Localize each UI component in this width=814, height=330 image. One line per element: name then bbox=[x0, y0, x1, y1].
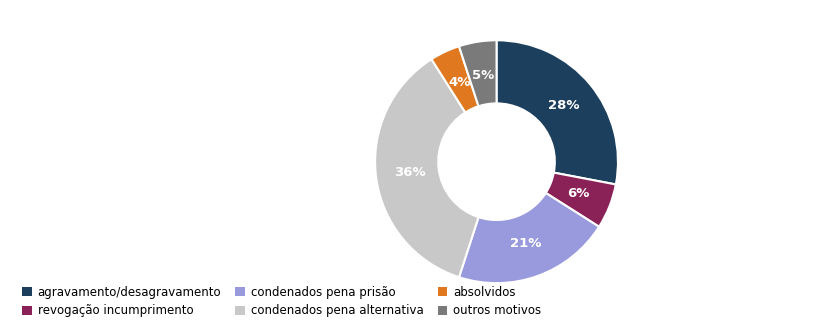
Wedge shape bbox=[459, 40, 497, 106]
Wedge shape bbox=[459, 193, 599, 283]
Text: 21%: 21% bbox=[510, 238, 542, 250]
Text: 28%: 28% bbox=[548, 99, 580, 113]
Text: 4%: 4% bbox=[449, 76, 470, 89]
Wedge shape bbox=[497, 40, 618, 184]
Text: 36%: 36% bbox=[394, 166, 426, 179]
Legend: agravamento/desagravamento, revogação incumprimento, condenados pena prisão, con: agravamento/desagravamento, revogação in… bbox=[22, 285, 541, 317]
Wedge shape bbox=[375, 59, 479, 277]
Wedge shape bbox=[431, 46, 479, 113]
Text: 6%: 6% bbox=[567, 187, 589, 200]
Text: 5%: 5% bbox=[472, 69, 494, 82]
Wedge shape bbox=[545, 173, 616, 227]
